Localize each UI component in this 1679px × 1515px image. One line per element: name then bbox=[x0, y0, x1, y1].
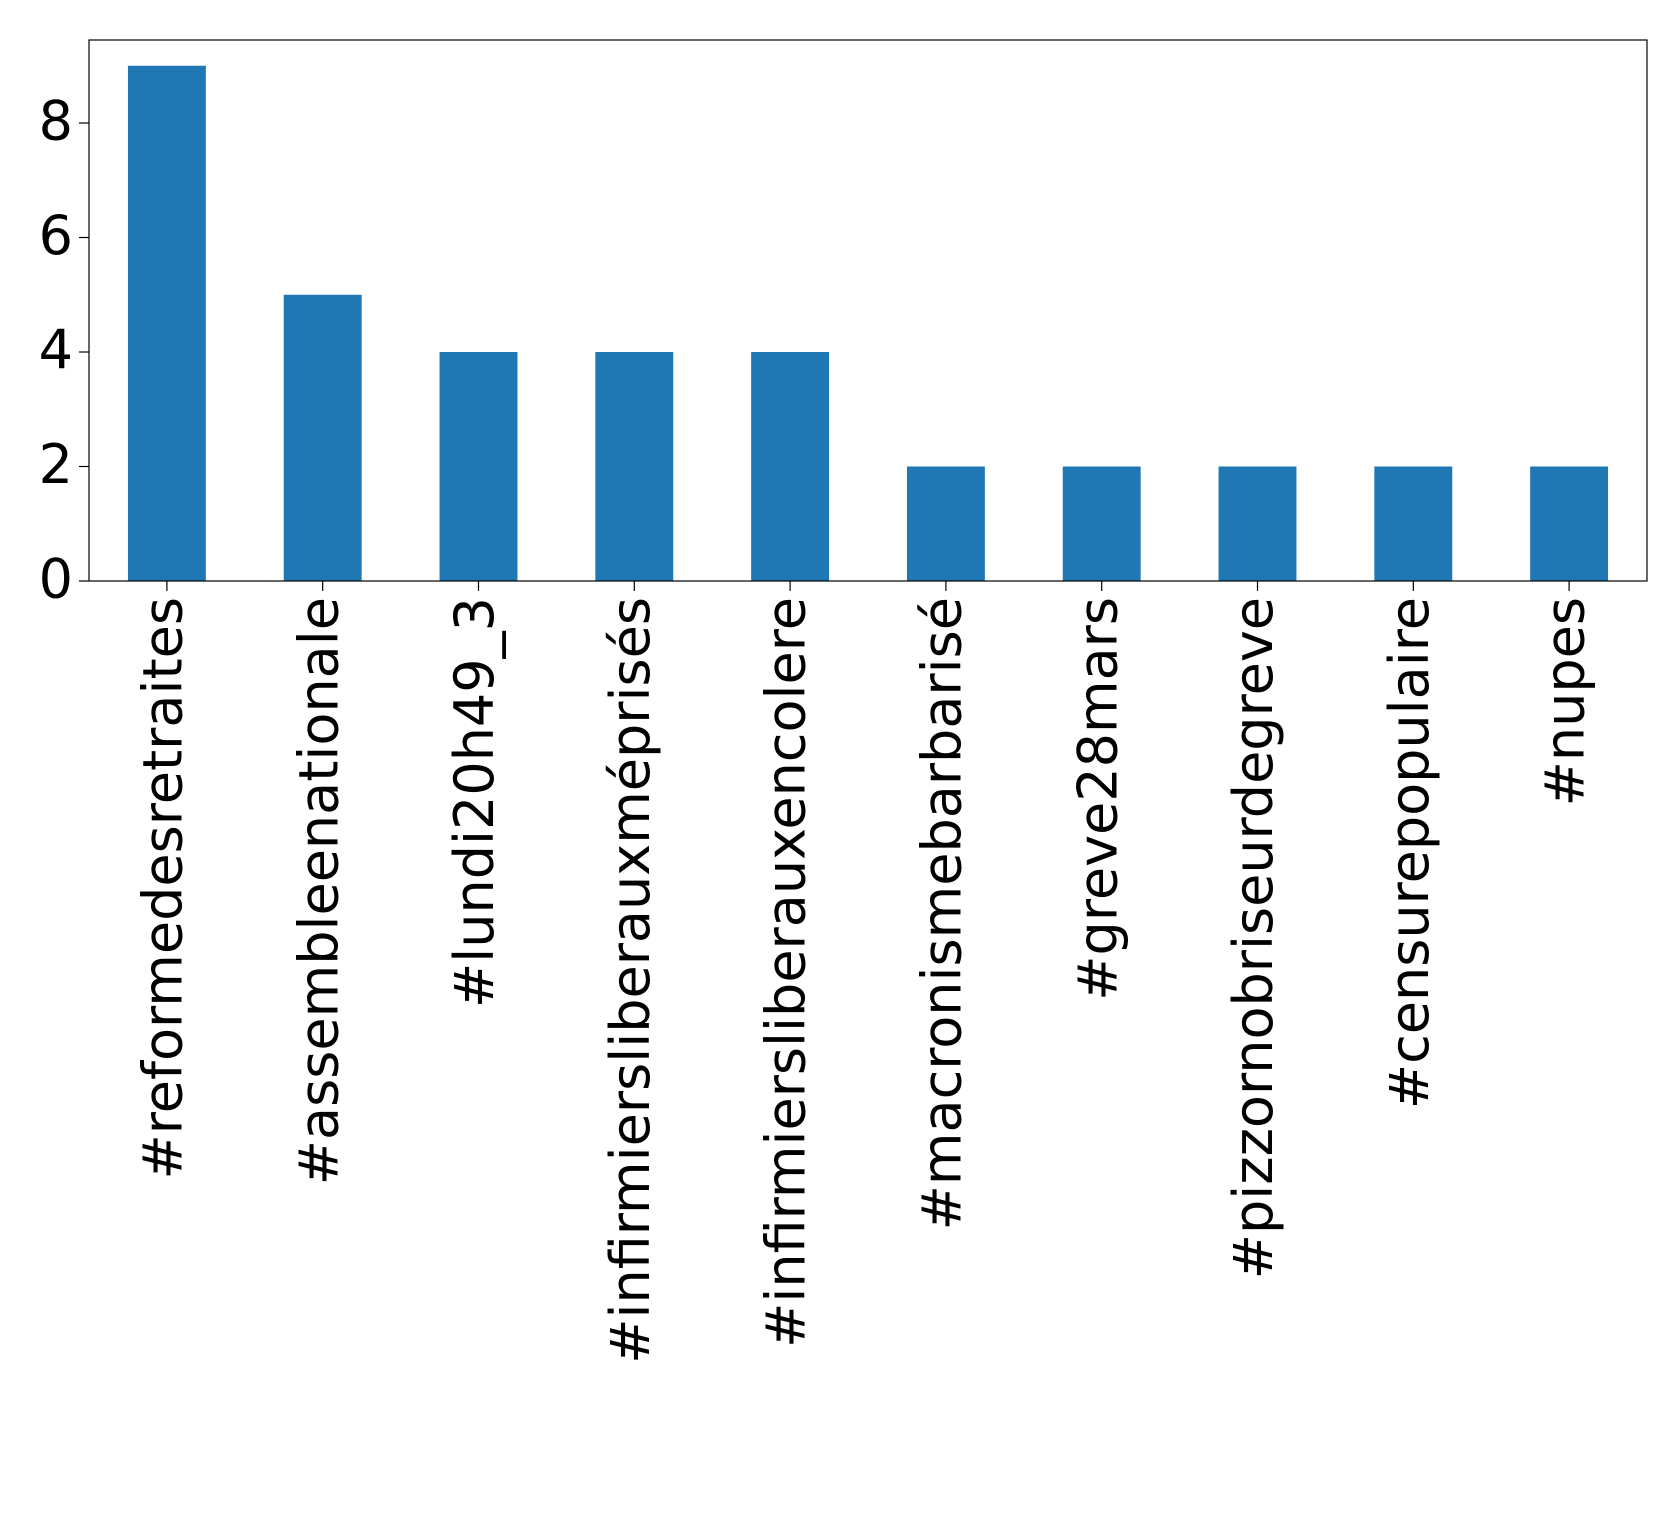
y-tick-label: 6 bbox=[39, 204, 73, 267]
y-tick-label: 8 bbox=[39, 90, 73, 153]
x-tick-label: #pizzornobriseurdegreve bbox=[1222, 597, 1285, 1279]
x-tick-label: #infirmiersliberauxméprisés bbox=[599, 597, 662, 1364]
bar bbox=[751, 352, 830, 581]
x-tick-label: #censurepopulaire bbox=[1378, 597, 1441, 1109]
bar bbox=[127, 65, 206, 581]
x-tick-label: #macronismebarbarisé bbox=[911, 597, 974, 1230]
y-tick-label: 2 bbox=[39, 433, 73, 496]
x-tick-label: #lundi20h49_3 bbox=[443, 597, 506, 1008]
bar bbox=[1062, 466, 1141, 581]
bar bbox=[595, 352, 674, 581]
x-tick-label: #infirmiersliberauxencolere bbox=[755, 597, 818, 1348]
y-tick-label: 0 bbox=[39, 548, 73, 611]
bar bbox=[906, 466, 985, 581]
x-tick-label: #nupes bbox=[1534, 597, 1597, 806]
bar bbox=[283, 294, 362, 581]
bar bbox=[1374, 466, 1453, 581]
plot-frame bbox=[88, 39, 1648, 582]
bar bbox=[439, 352, 518, 581]
y-tick-label: 4 bbox=[39, 319, 73, 382]
x-tick-label: #reformedesretraites bbox=[132, 597, 195, 1179]
bar bbox=[1530, 466, 1609, 581]
x-tick-label: #greve28mars bbox=[1066, 597, 1129, 1001]
bar bbox=[1218, 466, 1297, 581]
x-tick-label: #assembleenationale bbox=[287, 597, 350, 1185]
